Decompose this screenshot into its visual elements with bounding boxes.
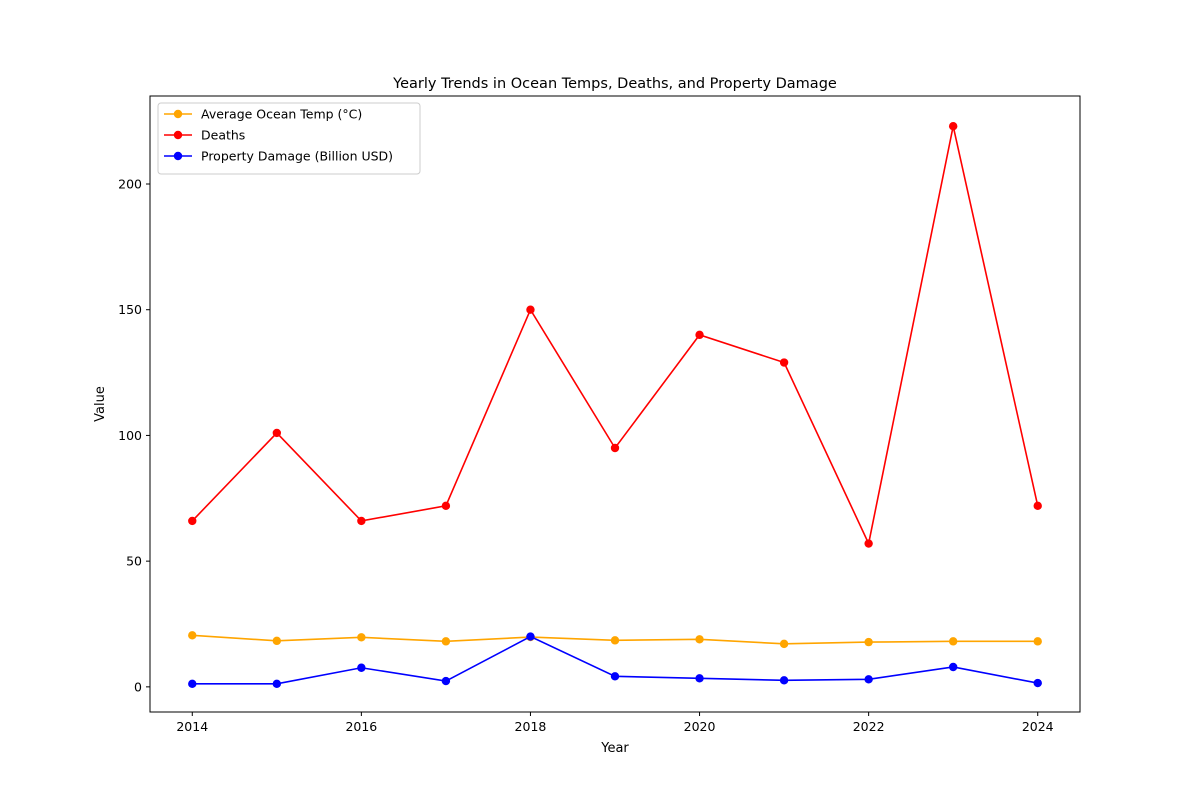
y-tick-label: 100 [118,428,142,443]
legend-marker [173,151,183,161]
series-2 [188,632,1042,689]
legend-label: Average Ocean Temp (°C) [201,107,362,122]
x-tick-label: 2020 [684,719,716,734]
data-point [272,636,282,646]
plot-area: 2014 2016 2018 2020 2022 2024 0 50 100 150 200 [118,95,1081,734]
data-point [948,662,958,672]
data-point [695,330,704,340]
data-point [610,672,620,681]
x-tick-label: 2024 [1022,719,1054,734]
data-point [526,305,535,314]
data-point [864,675,873,684]
data-point [272,679,282,689]
data-point [441,637,451,646]
chart-title: Yearly Trends in Ocean Temps, Deaths, an… [392,76,837,92]
data-point [948,637,958,646]
data-point [779,358,789,367]
data-point [526,632,535,641]
y-tick-label: 0 [134,679,142,694]
y-tick-label: 150 [118,302,142,317]
legend-box [157,102,421,175]
data-point [695,635,704,644]
y-tick-label: 200 [118,177,142,192]
data-point [1033,637,1042,646]
data-point [864,637,873,647]
data-point [948,121,958,131]
y-axis-label: Value [93,386,108,422]
data-point [188,631,197,640]
x-axis-label: Year [600,741,629,756]
data-point [357,663,366,672]
x-tick-label: 2022 [853,719,885,734]
data-point [1033,501,1042,511]
axes-frame [149,95,1081,713]
legend-marker [173,130,183,140]
data-point [610,636,620,645]
x-tick-label: 2016 [345,719,377,734]
legend-label: Deaths [201,128,245,143]
data-point [779,676,789,685]
legend-marker [173,109,183,119]
data-point [441,676,451,686]
legend: Average Ocean Temp (°C) Deaths Property Da… [157,102,421,175]
data-point [695,674,704,683]
x-tick-label: 2014 [176,719,208,734]
legend-label: Property Damage (Billion USD) [201,149,393,164]
series-0 [188,631,1042,649]
data-point [357,516,366,526]
data-point [188,516,197,526]
series-line [191,125,1039,547]
data-point [864,539,873,548]
x-tick-label: 2018 [515,719,547,734]
data-point [272,428,282,438]
data-point [441,501,451,511]
data-point [357,633,366,642]
data-point [610,443,620,453]
data-point [188,679,197,689]
series-1 [188,121,1042,548]
data-point [779,639,789,649]
y-tick-label: 50 [126,554,142,569]
data-point [1033,678,1042,688]
